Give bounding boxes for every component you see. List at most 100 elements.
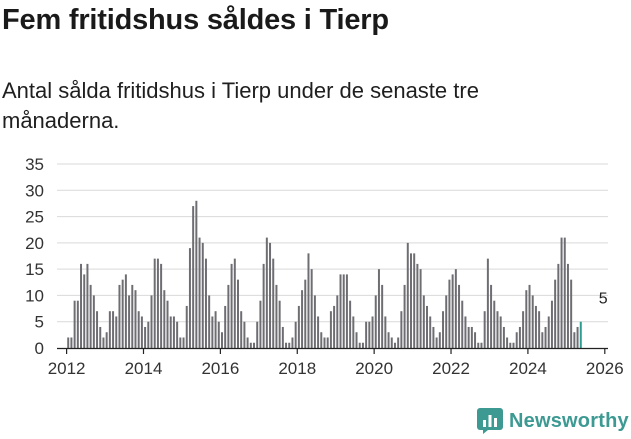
- bar: [518, 326, 521, 348]
- bar: [166, 300, 169, 348]
- bar: [147, 321, 150, 348]
- bar: [80, 263, 83, 348]
- bar: [112, 311, 115, 348]
- bar: [172, 316, 175, 348]
- bar: [297, 305, 300, 348]
- bar: [502, 326, 505, 348]
- bar: [400, 311, 403, 348]
- x-axis: 2012 2014 2016 2018 2020 2022 2024 2026: [48, 347, 624, 378]
- bar: [570, 279, 573, 348]
- bar: [128, 295, 131, 348]
- bar: [458, 284, 461, 348]
- bar: [534, 305, 537, 348]
- bar: [83, 274, 86, 348]
- bar: [397, 337, 400, 348]
- bar: [429, 316, 432, 348]
- bar: [246, 337, 249, 348]
- bar: [486, 258, 489, 348]
- bar: [361, 342, 364, 348]
- bar: [406, 242, 409, 348]
- bar: [237, 279, 239, 348]
- bar: [307, 253, 310, 348]
- bar: [448, 279, 451, 348]
- gridlines: [57, 163, 608, 323]
- bar: [557, 263, 560, 348]
- bar: [259, 300, 262, 348]
- bar: [211, 316, 214, 348]
- bar: [288, 342, 291, 348]
- x-tick-label: 2016: [201, 359, 239, 378]
- bar: [118, 284, 121, 348]
- bar: [99, 326, 102, 348]
- bar: [163, 290, 166, 348]
- bar: [544, 326, 547, 348]
- bar: [76, 300, 79, 348]
- chart-title: Fem fritidshus såldes i Tierp: [2, 4, 389, 36]
- bar: [105, 332, 108, 348]
- bar: [156, 258, 159, 348]
- bar: [233, 258, 236, 348]
- bar: [499, 316, 502, 348]
- bar: [217, 321, 220, 348]
- bar: [137, 311, 140, 348]
- bar: [182, 337, 185, 348]
- bar: [563, 237, 566, 348]
- bar: [512, 342, 515, 348]
- bar: [522, 311, 525, 348]
- bar: [515, 332, 518, 348]
- y-tick-label: 5: [35, 313, 44, 332]
- x-tick-label: 2018: [278, 359, 316, 378]
- bar: [188, 248, 191, 348]
- bar: [451, 274, 454, 348]
- bar: [445, 295, 448, 348]
- bars: [67, 200, 582, 348]
- y-tick-label: 35: [25, 155, 44, 174]
- bar: [89, 284, 92, 348]
- bar: [422, 295, 425, 348]
- bar: [301, 290, 304, 348]
- bar: [208, 295, 211, 348]
- bar: [438, 332, 441, 348]
- bar: [281, 326, 284, 348]
- bar: [313, 295, 316, 348]
- bar: [352, 316, 355, 348]
- bar: [483, 311, 486, 348]
- bar: [278, 300, 281, 348]
- bar: [531, 295, 534, 348]
- bar: [285, 342, 288, 348]
- bar: [70, 337, 73, 348]
- bar: [67, 337, 70, 348]
- bar: [224, 305, 227, 348]
- bar: [566, 263, 569, 348]
- bar: [317, 316, 320, 348]
- bar: [509, 342, 512, 348]
- bar: [243, 321, 246, 348]
- bar: [547, 316, 550, 348]
- y-axis-tick-labels: 0 5 10 15 20 25 30 35: [25, 155, 44, 358]
- bar: [550, 300, 553, 348]
- bar: [339, 274, 342, 348]
- bar-highlight: [579, 321, 582, 348]
- bar: [294, 321, 297, 348]
- bar: [464, 316, 467, 348]
- bar: [256, 321, 259, 348]
- bar: [432, 326, 435, 348]
- bar: [192, 206, 195, 348]
- bar: [413, 253, 416, 348]
- bar: [150, 295, 153, 348]
- x-tick-label: 2026: [586, 359, 624, 378]
- bar: [320, 332, 323, 348]
- bar: [477, 342, 480, 348]
- bar: [73, 300, 76, 348]
- bar: [323, 337, 326, 348]
- bar: [96, 311, 99, 348]
- bar: [262, 263, 265, 348]
- bar: [160, 263, 163, 348]
- bar: [355, 332, 358, 348]
- bar: [342, 274, 345, 348]
- bar: [169, 316, 172, 348]
- bar: [227, 284, 230, 348]
- chart-subtitle: Antal sålda fritidshus i Tierp under de …: [2, 78, 479, 133]
- bar: [409, 253, 412, 348]
- bar: [198, 237, 201, 348]
